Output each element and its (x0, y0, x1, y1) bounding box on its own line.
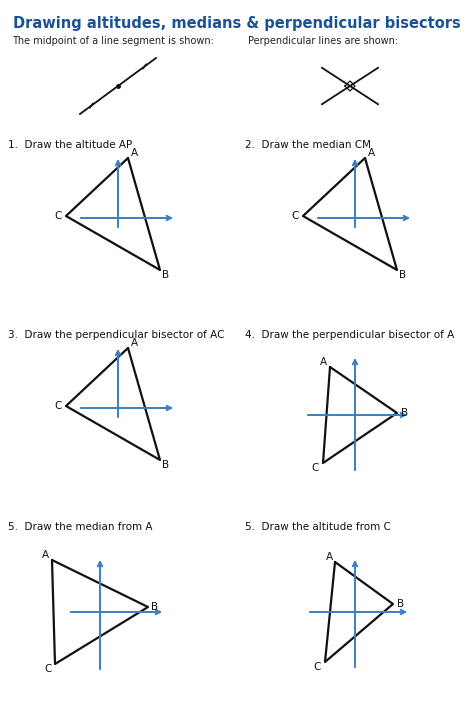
Text: 5.  Draw the median from A: 5. Draw the median from A (8, 522, 153, 532)
Text: A: A (319, 357, 327, 367)
Text: C: C (55, 211, 62, 221)
Text: B: B (163, 460, 170, 470)
Text: C: C (292, 211, 299, 221)
Text: Drawing altitudes, medians & perpendicular bisectors: Drawing altitudes, medians & perpendicul… (13, 16, 461, 31)
Text: B: B (151, 602, 159, 612)
Text: C: C (55, 401, 62, 411)
Text: 2.  Draw the median CM: 2. Draw the median CM (245, 140, 371, 150)
Text: 5.  Draw the altitude from C: 5. Draw the altitude from C (245, 522, 391, 532)
Text: The midpoint of a line segment is shown:: The midpoint of a line segment is shown: (12, 36, 214, 46)
Text: Perpendicular lines are shown:: Perpendicular lines are shown: (248, 36, 398, 46)
Text: 3.  Draw the perpendicular bisector of AC: 3. Draw the perpendicular bisector of AC (8, 330, 225, 340)
Text: C: C (313, 662, 321, 672)
Text: A: A (130, 338, 137, 348)
Text: 4.  Draw the perpendicular bisector of A: 4. Draw the perpendicular bisector of A (245, 330, 454, 340)
Text: C: C (311, 463, 319, 473)
Text: B: B (163, 270, 170, 280)
Text: B: B (397, 599, 405, 609)
Text: B: B (400, 270, 407, 280)
Text: B: B (401, 408, 409, 418)
Text: A: A (41, 550, 48, 560)
Text: A: A (326, 552, 333, 562)
Text: 1.  Draw the altitude AP: 1. Draw the altitude AP (8, 140, 132, 150)
Text: A: A (367, 148, 374, 158)
Text: C: C (44, 664, 52, 674)
Text: A: A (130, 148, 137, 158)
